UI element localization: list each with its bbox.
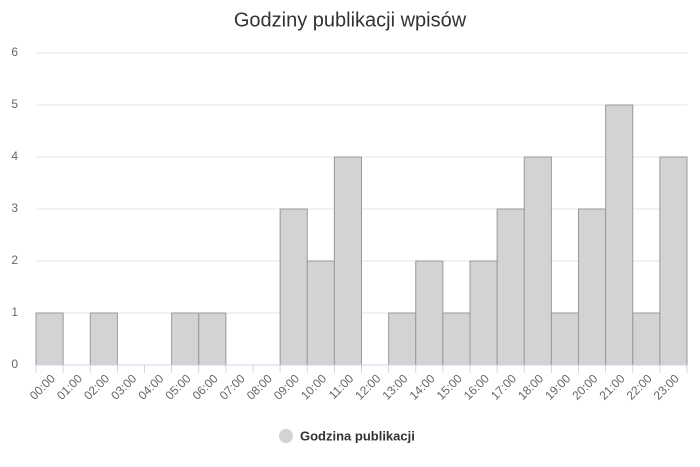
bar	[605, 104, 634, 366]
x-tick-label: 06:00	[190, 371, 221, 402]
bar	[523, 156, 552, 366]
bar	[333, 156, 362, 366]
x-tick-label: 05:00	[162, 371, 193, 402]
x-tick-label: 09:00	[271, 371, 302, 402]
bar	[659, 156, 688, 366]
y-tick-label: 1	[11, 305, 18, 319]
x-tick-label: 19:00	[542, 371, 573, 402]
bar	[632, 312, 661, 366]
legend-marker	[279, 429, 293, 443]
bar	[496, 208, 525, 366]
x-tick-label: 21:00	[596, 371, 627, 402]
y-tick-label: 6	[11, 45, 18, 59]
y-tick-label: 5	[11, 97, 18, 111]
x-tick-label: 04:00	[135, 371, 166, 402]
bar	[388, 312, 417, 366]
bar	[171, 312, 200, 366]
x-tick-label: 08:00	[244, 371, 275, 402]
y-tick-label: 2	[11, 253, 18, 267]
x-tick-label: 18:00	[515, 371, 546, 402]
x-tick-label: 10:00	[298, 371, 329, 402]
x-tick-label: 07:00	[217, 371, 248, 402]
x-tick-label: 22:00	[624, 371, 655, 402]
bar	[442, 312, 471, 366]
chart-title: Godziny publikacji wpisów	[234, 9, 467, 31]
x-tick-label: 15:00	[434, 371, 465, 402]
bar	[306, 260, 335, 366]
x-tick-label: 01:00	[54, 371, 85, 402]
y-tick-label: 4	[11, 149, 18, 163]
bar	[89, 312, 118, 366]
x-tick-label: 03:00	[108, 371, 139, 402]
bar	[279, 208, 308, 366]
x-tick-label: 16:00	[461, 371, 492, 402]
bar	[35, 312, 64, 366]
legend-label: Godzina publikacji	[300, 428, 415, 443]
x-tick-label: 23:00	[651, 371, 682, 402]
x-tick-label: 20:00	[569, 371, 600, 402]
bar	[415, 260, 444, 366]
x-tick-label: 00:00	[27, 371, 58, 402]
bar	[578, 208, 607, 366]
x-tick-label: 14:00	[407, 371, 438, 402]
x-tick-label: 11:00	[326, 371, 357, 402]
x-tick-label: 12:00	[352, 371, 383, 402]
y-tick-label: 3	[11, 201, 18, 215]
bar	[469, 260, 498, 366]
bar	[550, 312, 579, 366]
x-tick-label: 13:00	[379, 371, 410, 402]
y-tick-label: 0	[11, 357, 18, 371]
bar	[198, 312, 227, 366]
x-tick-label: 17:00	[488, 371, 519, 402]
x-tick-label: 02:00	[81, 371, 112, 402]
